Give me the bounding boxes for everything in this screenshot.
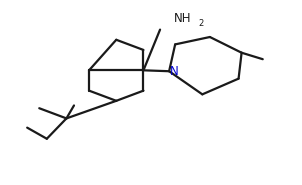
Text: NH: NH bbox=[174, 12, 191, 25]
Text: N: N bbox=[170, 65, 178, 78]
Text: 2: 2 bbox=[198, 19, 204, 28]
